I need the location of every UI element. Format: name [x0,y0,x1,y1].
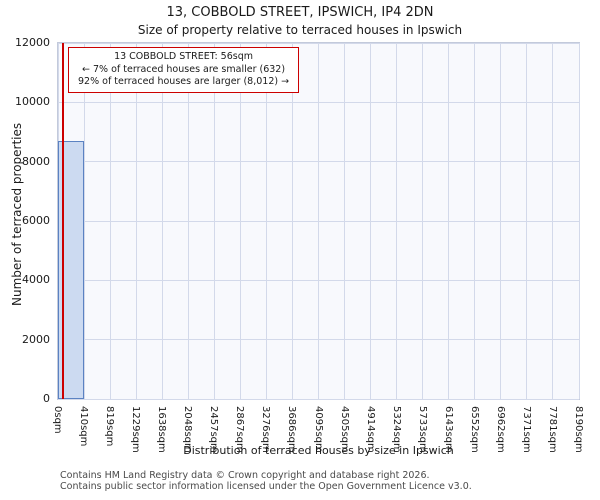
plot-area: 13 COBBOLD STREET: 56sqm ← 7% of terrace… [57,42,580,400]
grid-line-vertical [291,43,293,399]
x-tick-label: 2457sqm [208,406,220,453]
annotation-property-line: 13 COBBOLD STREET: 56sqm [114,51,253,62]
grid-line-vertical [187,43,189,399]
x-tick-label: 5324sqm [390,406,402,453]
grid-line-vertical [500,43,502,399]
annotation-larger-line: 92% of terraced houses are larger (8,012… [78,76,290,88]
y-tick-label: 0 [43,392,50,405]
x-tick-label: 6552sqm [468,406,480,453]
grid-line-vertical [552,43,554,399]
annotation-smaller-line: ← 7% of terraced houses are smaller (632… [82,63,286,75]
chart-title: 13, COBBOLD STREET, IPSWICH, IP4 2DN [166,5,434,20]
grid-line-vertical [83,43,85,399]
x-tick-label: 7781sqm [546,406,558,453]
y-tick-label: 4000 [22,273,50,287]
grid-line-vertical [135,43,137,399]
x-tick-label: 5733sqm [416,406,428,453]
x-axis-label: Distribution of terraced houses by size … [183,444,454,457]
x-tick-label: 7371sqm [520,406,532,453]
grid-line-vertical [344,43,346,399]
x-tick-label: 2048sqm [182,406,194,453]
grid-line-vertical [396,43,398,399]
x-tick-label: 1638sqm [156,406,168,453]
grid-line-vertical [265,43,267,399]
footer-licence-line: Contains public sector information licen… [60,481,472,492]
grid-line-vertical [161,43,163,399]
grid-line-vertical [422,43,424,399]
grid-line-horizontal [58,398,579,400]
x-tick-label: 6143sqm [442,406,454,453]
x-tick-label: 4095sqm [312,406,324,453]
y-tick-label: 8000 [22,154,50,168]
x-tick-label: 3276sqm [260,406,272,453]
x-tick-label: 819sqm [104,406,116,447]
chart-subtitle: Size of property relative to terraced ho… [137,23,463,37]
grid-line-vertical [474,43,476,399]
grid-line-vertical [318,43,319,399]
x-tick-label: 8190sqm [573,406,584,453]
grid-line-vertical [578,43,580,399]
grid-line-vertical [239,43,241,399]
grid-line-vertical [448,43,450,399]
x-tick-label: 6962sqm [494,406,506,453]
x-tick-label: 0sqm [52,406,63,434]
grid-line-vertical [213,43,215,399]
x-tick-label: 4914sqm [364,406,376,453]
property-size-marker-line [61,43,64,399]
footer-attribution-line: Contains HM Land Registry data © Crown c… [60,470,430,481]
y-tick-label: 12000 [15,36,50,49]
x-tick-label: 3686sqm [286,406,298,453]
y-tick-label: 2000 [22,332,50,346]
x-tick-label: 2867sqm [234,406,246,453]
y-tick-label: 6000 [22,214,50,227]
grid-line-vertical [526,43,528,399]
x-tick-label: 1229sqm [130,406,142,453]
annotation-box: 13 COBBOLD STREET: 56sqm ← 7% of terrace… [68,47,300,93]
grid-line-vertical [109,43,111,399]
x-tick-label: 410sqm [78,406,90,447]
y-tick-label: 10000 [15,95,50,109]
x-tick-label: 4505sqm [338,406,350,453]
grid-line-vertical [370,43,372,399]
